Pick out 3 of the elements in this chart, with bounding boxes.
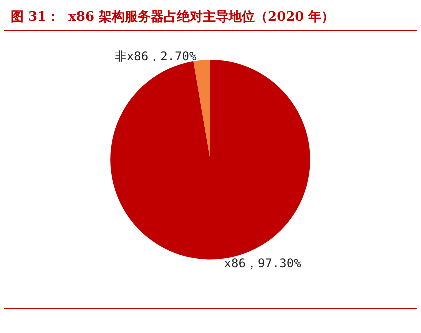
- chart-title: 图 31： x86 架构服务器占绝对主导地位（2020 年）: [11, 9, 335, 25]
- slice-label: x86，97.30%: [224, 256, 302, 270]
- slice-label: 非x86，2.70%: [114, 49, 198, 64]
